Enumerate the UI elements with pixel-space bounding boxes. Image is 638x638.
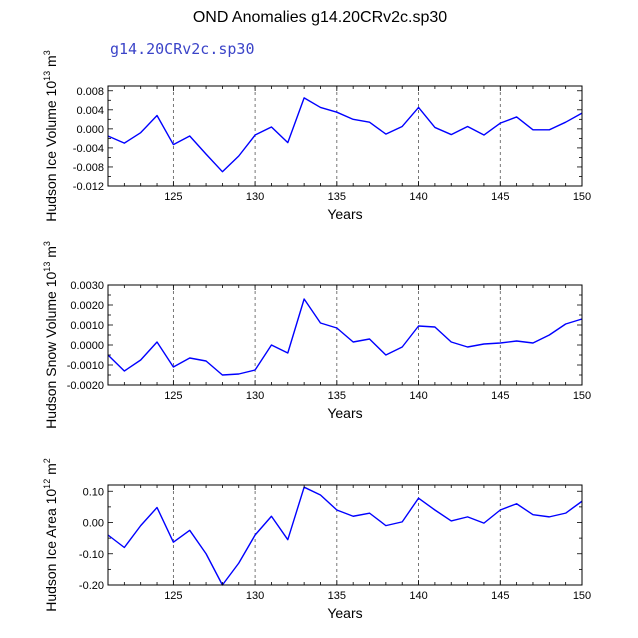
y-tick-label: -0.20 xyxy=(79,580,104,592)
y-axis-title: Hudson Ice Volume 1013 m3 xyxy=(42,50,59,221)
x-tick-label: 135 xyxy=(328,191,346,203)
x-tick-label: 145 xyxy=(491,590,509,602)
y-tick-label: -0.10 xyxy=(79,549,104,561)
y-tick-label: 0.0010 xyxy=(70,320,104,332)
subtitle: g14.20CRv2c.sp30 xyxy=(110,40,255,58)
x-tick-label: 130 xyxy=(246,390,264,402)
y-tick-label: 0.008 xyxy=(76,86,104,98)
x-axis-title: Years xyxy=(327,605,362,621)
y-axis-title: Hudson Snow Volume 1013 m3 xyxy=(42,241,59,429)
y-tick-label: -0.008 xyxy=(73,162,104,174)
series-line xyxy=(107,97,583,173)
y-tick-label: -0.0020 xyxy=(67,380,104,392)
x-tick-label: 140 xyxy=(409,590,427,602)
x-tick-label: 150 xyxy=(573,390,591,402)
x-tick-label: 135 xyxy=(328,390,346,402)
x-tick-label: 130 xyxy=(246,590,264,602)
y-tick-label: -0.0010 xyxy=(67,360,104,372)
chart-panel-1: 125 130 135 140 145 150 -0.012 -0.008 -0.004 0.00… xyxy=(42,50,591,222)
x-tick-label: 145 xyxy=(491,390,509,402)
x-tick-label: 150 xyxy=(573,191,591,203)
y-tick-label: 0.0000 xyxy=(70,340,104,352)
main-title: OND Anomalies g14.20CRv2c.sp30 xyxy=(193,9,447,26)
x-tick-label: 125 xyxy=(164,390,182,402)
y-tick-label: 0.000 xyxy=(76,124,104,136)
plot-frame xyxy=(107,484,583,586)
x-axis-title: Years xyxy=(327,206,362,222)
chart-panels: 125 130 135 140 145 150 -0.012 -0.008 -0.004 0.00… xyxy=(42,50,591,621)
y-tick-label: 0.004 xyxy=(76,105,104,117)
chart-panel-3: 125 130 135 140 145 150 -0.20 -0.10 0.00 0.10 Year… xyxy=(42,458,591,621)
y-tick-label: 0.00 xyxy=(83,518,104,530)
chart-panel-2: 125 130 135 140 145 150 -0.0020 -0.0010 0.0000 0.… xyxy=(42,241,591,429)
series-line xyxy=(107,486,583,586)
y-tick-label: -0.012 xyxy=(73,181,104,193)
y-tick-label: 0.0020 xyxy=(70,300,104,312)
x-tick-label: 125 xyxy=(164,191,182,203)
x-tick-label: 125 xyxy=(164,590,182,602)
x-tick-label: 130 xyxy=(246,191,264,203)
y-tick-label: 0.10 xyxy=(83,486,104,498)
y-axis-title: Hudson Ice Area 1012 m2 xyxy=(42,458,59,612)
y-tick-label: 0.0030 xyxy=(70,280,104,292)
x-tick-label: 145 xyxy=(491,191,509,203)
series-line xyxy=(107,298,583,376)
x-tick-label: 135 xyxy=(328,590,346,602)
x-tick-label: 150 xyxy=(573,590,591,602)
x-tick-label: 140 xyxy=(409,191,427,203)
y-tick-label: -0.004 xyxy=(73,143,104,155)
x-axis-title: Years xyxy=(327,405,362,421)
x-tick-label: 140 xyxy=(409,390,427,402)
plot-frame xyxy=(107,85,583,187)
